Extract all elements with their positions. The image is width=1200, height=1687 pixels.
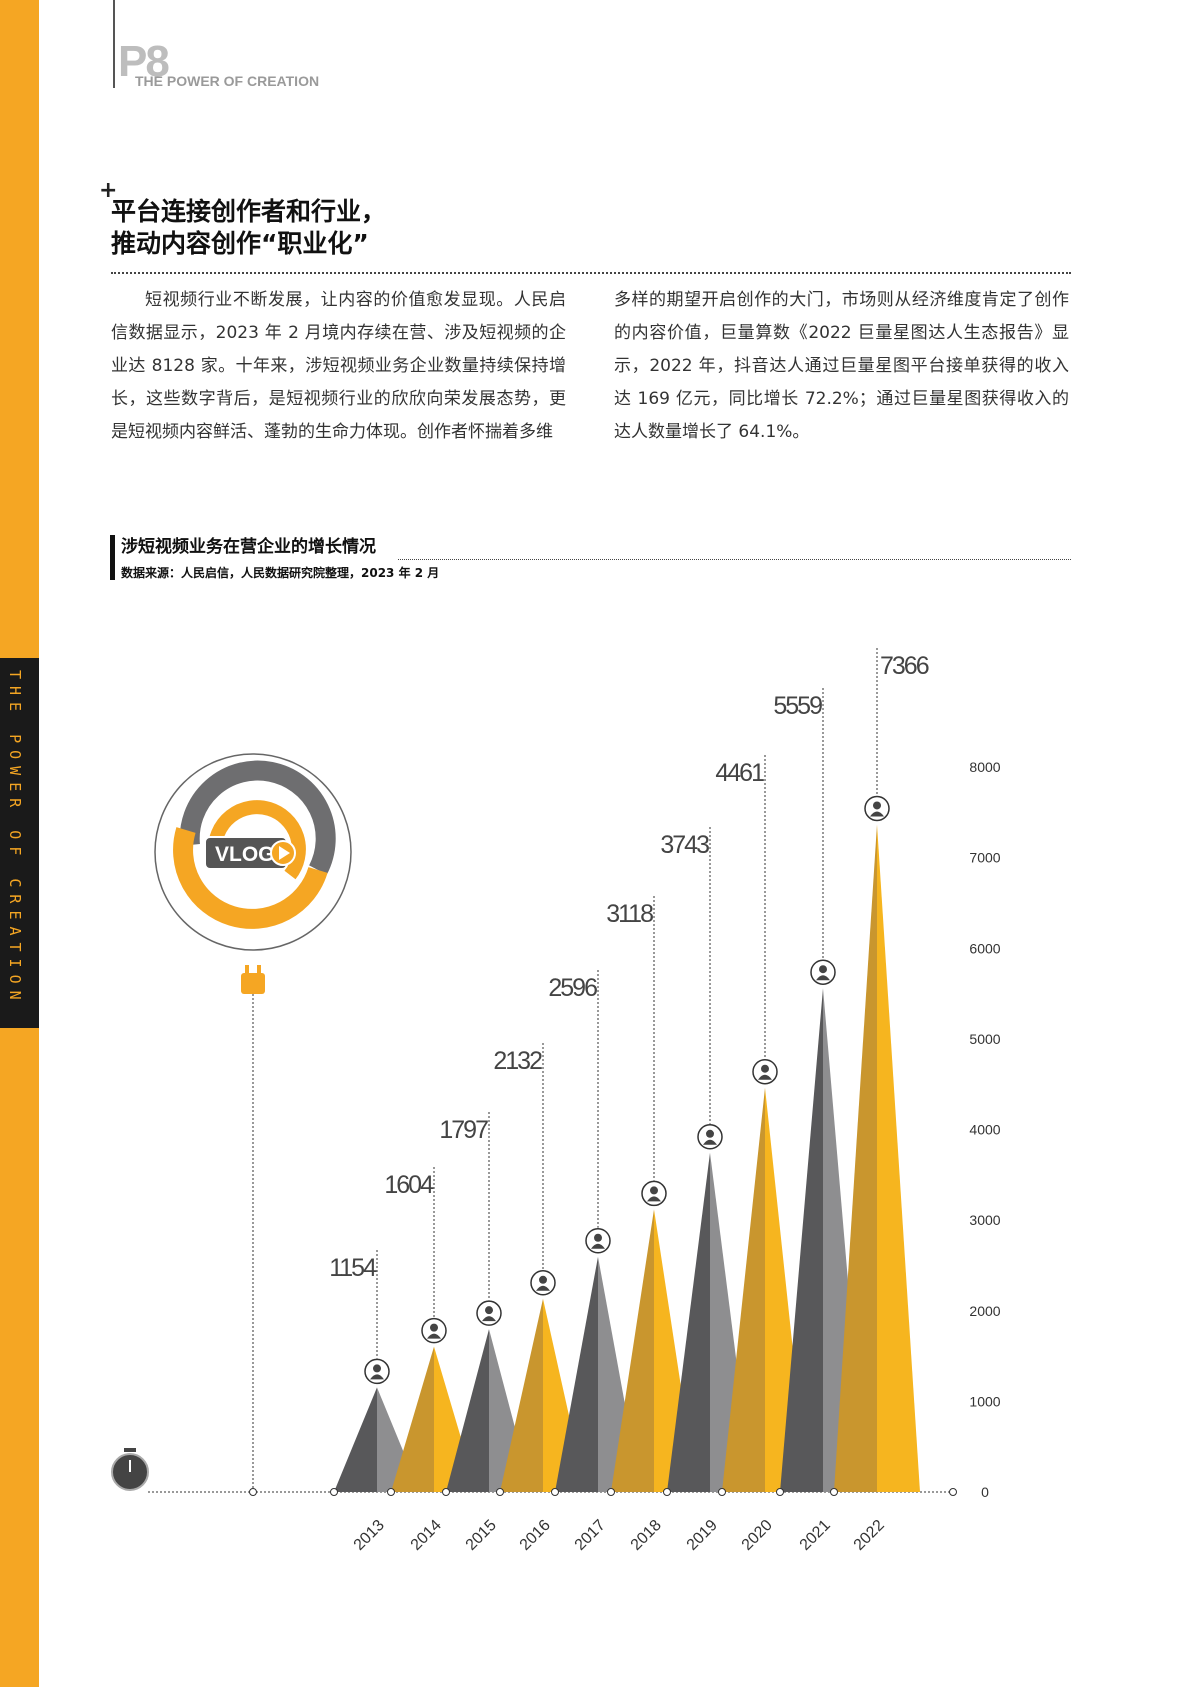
bar-left-2019 <box>667 1152 710 1492</box>
data-label: 7366 <box>880 652 929 680</box>
base-dot <box>663 1488 671 1496</box>
person-body <box>536 1285 550 1291</box>
data-label: 2132 <box>493 1047 542 1075</box>
base-dot <box>718 1488 726 1496</box>
y-tick-label: 2000 <box>969 1303 1000 1319</box>
data-label: 1797 <box>439 1116 488 1144</box>
x-tick-label: 2018 <box>628 1517 665 1554</box>
x-tick-label: 2022 <box>851 1517 888 1554</box>
base-dot <box>442 1488 450 1496</box>
plug-icon <box>241 965 265 994</box>
bar-left-2014 <box>391 1346 434 1492</box>
plus-icon: + <box>99 178 118 203</box>
axis-dot <box>249 1488 257 1496</box>
person-head <box>373 1364 381 1373</box>
page-number: P8 <box>118 37 170 86</box>
y-tick-label: 1000 <box>969 1393 1000 1409</box>
bar-right-2017 <box>598 1256 641 1492</box>
y-tick-label: 5000 <box>969 1031 1000 1047</box>
data-label: 1154 <box>329 1254 377 1282</box>
bar-left-2017 <box>555 1256 598 1492</box>
person-head <box>430 1323 438 1332</box>
base-dot <box>776 1488 784 1496</box>
y-tick-label: 6000 <box>969 940 1000 956</box>
chart-source: 数据来源：人民启信，人民数据研究院整理，2023 年 2 月 <box>121 566 440 580</box>
article-title: 平台连接创作者和行业， 推动内容创作“职业化” <box>111 196 386 260</box>
chart-title-bar <box>110 535 115 580</box>
x-tick-label: 2016 <box>517 1517 554 1554</box>
header-tagline: THE POWER OF CREATION <box>135 73 320 89</box>
person-body <box>870 811 884 817</box>
base-dot <box>330 1488 338 1496</box>
article-column-left: 短视频行业不断发展，让内容的价值愈发显现。人民启信数据显示，2023 年 2 月… <box>111 290 566 442</box>
header-rule <box>113 0 115 88</box>
data-label: 5559 <box>773 692 822 720</box>
bar-left-2022 <box>834 824 877 1492</box>
x-tick-label: 2014 <box>408 1517 445 1554</box>
side-label: THE POWER OF CREATION <box>6 670 24 1007</box>
person-head <box>650 1186 658 1195</box>
person-body <box>647 1196 661 1202</box>
person-head <box>594 1233 602 1242</box>
person-head <box>761 1064 769 1073</box>
x-tick-label: 2019 <box>684 1517 721 1554</box>
base-dot <box>496 1488 504 1496</box>
data-label: 1604 <box>384 1171 434 1199</box>
person-head <box>706 1129 714 1138</box>
person-head <box>873 801 881 810</box>
base-dot <box>551 1488 559 1496</box>
bar-left-2021 <box>780 988 823 1492</box>
timer-icon <box>111 1448 149 1491</box>
data-label: 4461 <box>715 759 764 787</box>
y-tick-label: 4000 <box>969 1122 1000 1138</box>
bar-right-2022 <box>877 824 920 1492</box>
person-body <box>482 1316 496 1322</box>
title-line-2: 推动内容创作“职业化” <box>111 229 369 258</box>
bar-left-2016 <box>500 1298 543 1492</box>
bar-left-2013 <box>334 1387 377 1492</box>
person-body <box>703 1139 717 1145</box>
bar-right-2020 <box>765 1087 808 1492</box>
bar-left-2018 <box>611 1209 654 1492</box>
bar-right-2019 <box>710 1152 753 1492</box>
chart-title-divider <box>398 559 1071 560</box>
y-tick-label: 7000 <box>969 850 1000 866</box>
side-label-box <box>0 658 39 1028</box>
x-tick-label: 2020 <box>739 1517 776 1554</box>
person-head <box>485 1306 493 1315</box>
y-tick-label: 8000 <box>969 759 1000 775</box>
bar-right-2018 <box>654 1209 697 1492</box>
chart-title: 涉短视频业务在营企业的增长情况 <box>121 537 376 557</box>
base-dot <box>607 1488 615 1496</box>
person-head <box>819 965 827 974</box>
axis-end-dot <box>949 1488 957 1496</box>
data-label: 2596 <box>548 974 597 1002</box>
base-dot <box>830 1488 838 1496</box>
x-tick-label: 2015 <box>463 1517 500 1554</box>
person-body <box>758 1074 772 1080</box>
person-head <box>539 1275 547 1284</box>
title-divider <box>111 272 1071 274</box>
base-dot <box>387 1488 395 1496</box>
data-label: 3743 <box>660 831 709 859</box>
person-body <box>591 1243 605 1249</box>
bar-left-2020 <box>722 1087 765 1492</box>
y-tick-label: 0 <box>981 1484 989 1500</box>
vlog-label: VLOG <box>215 843 275 866</box>
x-tick-label: 2021 <box>797 1517 834 1554</box>
x-tick-label: 2017 <box>572 1517 609 1554</box>
article-column-right: 多样的期望开启创作的大门，市场则从经济维度肯定了创作的内容价值，巨量算数《202… <box>614 290 1069 442</box>
title-line-1: 平台连接创作者和行业， <box>111 197 387 226</box>
person-body <box>427 1333 441 1339</box>
x-tick-label: 2013 <box>351 1517 388 1554</box>
person-body <box>816 975 830 981</box>
person-body <box>370 1374 384 1380</box>
y-tick-label: 3000 <box>969 1212 1000 1228</box>
vlog-gauge: VLOG <box>154 753 352 951</box>
data-label: 3118 <box>606 900 653 928</box>
bar-left-2015 <box>446 1329 489 1492</box>
